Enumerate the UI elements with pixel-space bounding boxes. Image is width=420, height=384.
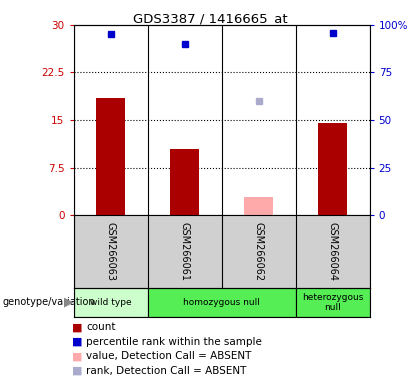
- Text: ■: ■: [73, 351, 83, 361]
- Text: GSM266063: GSM266063: [105, 222, 116, 281]
- Bar: [318, 123, 347, 215]
- Text: GSM266061: GSM266061: [179, 222, 189, 281]
- Text: GDS3387 / 1416665_at: GDS3387 / 1416665_at: [133, 12, 287, 25]
- Text: ■: ■: [73, 322, 83, 332]
- Bar: [244, 197, 273, 215]
- Bar: [74, 288, 147, 317]
- Text: homozygous null: homozygous null: [183, 298, 260, 307]
- Bar: [296, 288, 370, 317]
- Bar: [170, 149, 200, 215]
- Text: value, Detection Call = ABSENT: value, Detection Call = ABSENT: [86, 351, 252, 361]
- Text: ■: ■: [73, 337, 83, 347]
- Bar: [96, 98, 125, 215]
- Text: rank, Detection Call = ABSENT: rank, Detection Call = ABSENT: [86, 366, 247, 376]
- Bar: [147, 288, 296, 317]
- Text: GSM266064: GSM266064: [328, 222, 338, 281]
- Text: genotype/variation: genotype/variation: [2, 297, 95, 308]
- Text: heterozygous
null: heterozygous null: [302, 293, 363, 312]
- Text: GSM266062: GSM266062: [254, 222, 264, 281]
- Text: wild type: wild type: [90, 298, 131, 307]
- Text: percentile rank within the sample: percentile rank within the sample: [86, 337, 262, 347]
- Text: ▶: ▶: [64, 296, 73, 309]
- Text: count: count: [86, 322, 116, 332]
- Text: ■: ■: [73, 366, 83, 376]
